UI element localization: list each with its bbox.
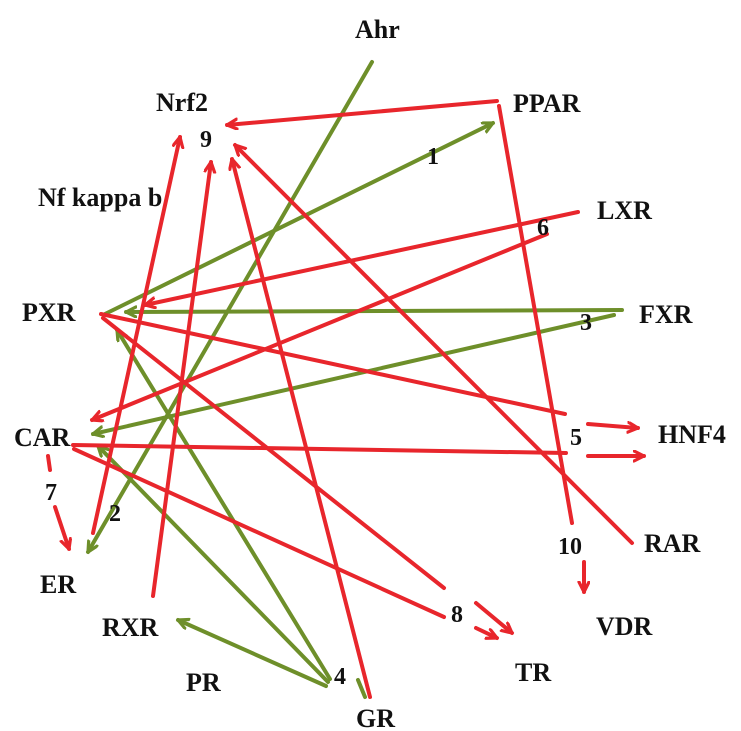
node-rxr: RXR	[102, 613, 159, 642]
red-edges	[46, 99, 646, 699]
edge-pxr-to-hnf4-a	[99, 312, 567, 416]
node-ahr: Ahr	[355, 15, 400, 44]
node-nrf2: Nrf2	[156, 88, 208, 117]
node-car: CAR	[14, 423, 71, 452]
edge-label-3: 3	[580, 310, 592, 336]
edge-lxr-to-pxr	[143, 210, 580, 305]
node-vdr: VDR	[596, 612, 653, 641]
edge-pxr-to-tr-a	[101, 316, 446, 590]
edge-fxr-to-pxr	[124, 310, 624, 312]
edge-label-1: 1	[427, 144, 439, 170]
edge-fxr-to-car	[91, 313, 616, 434]
edge-8-to-tr-b	[474, 626, 499, 640]
edge-label-4: 4	[334, 664, 346, 690]
edge-gr-to-car	[96, 444, 330, 684]
edge-gr-to-pxr	[115, 328, 332, 681]
edge-car-to-hnf4-a	[71, 443, 568, 455]
edge-ppar-to-vdr-a	[497, 104, 574, 525]
edge-label-10: 10	[558, 534, 582, 560]
node-hnf4: HNF4	[658, 420, 726, 449]
node-ppar: PPAR	[513, 89, 581, 118]
node-labels: Ahr Nrf2 PPAR LXR Nf kappa b PXR FXR CAR…	[14, 15, 726, 731]
node-pr: PR	[186, 668, 221, 697]
edge-gr-to-nrf2	[232, 157, 372, 699]
edge-ahr-to-er	[86, 60, 374, 554]
edge-rar-to-nrf2	[233, 143, 634, 545]
edge-pxr-to-hnf4-b	[586, 424, 640, 428]
node-fxr: FXR	[639, 300, 693, 329]
node-rar: RAR	[644, 529, 701, 558]
edge-label-2: 2	[109, 501, 121, 527]
edge-stub-to-gr	[356, 678, 367, 699]
edge-car-to-er-a	[46, 454, 52, 472]
edge-er-to-nrf2	[91, 135, 180, 535]
node-gr: GR	[356, 704, 395, 731]
edge-label-9: 9	[200, 127, 212, 153]
node-pxr: PXR	[22, 298, 76, 327]
edge-lxr-to-car	[90, 232, 549, 420]
edge-8-to-tr-a	[474, 601, 514, 635]
edge-number-labels: 1 2 3 4 5 6 7 8 9 10	[45, 127, 592, 690]
green-edges	[86, 60, 624, 699]
node-er: ER	[40, 570, 76, 599]
edge-label-7: 7	[45, 480, 57, 506]
node-lxr: LXR	[597, 196, 652, 225]
edge-label-6: 6	[537, 215, 549, 241]
edge-gr-to-rxr	[176, 620, 328, 688]
edge-car-to-er-b	[53, 505, 69, 551]
edge-pxr-to-ppar	[103, 121, 495, 316]
edge-rxr-to-nrf2	[151, 160, 211, 598]
node-nf-kappa-b: Nf kappa b	[38, 183, 162, 212]
edge-label-8: 8	[451, 602, 463, 628]
edge-label-5: 5	[570, 425, 582, 451]
edge-car-to-tr-a	[72, 447, 446, 619]
node-tr: TR	[515, 658, 551, 687]
edge-ppar-to-nrf2	[225, 99, 499, 125]
